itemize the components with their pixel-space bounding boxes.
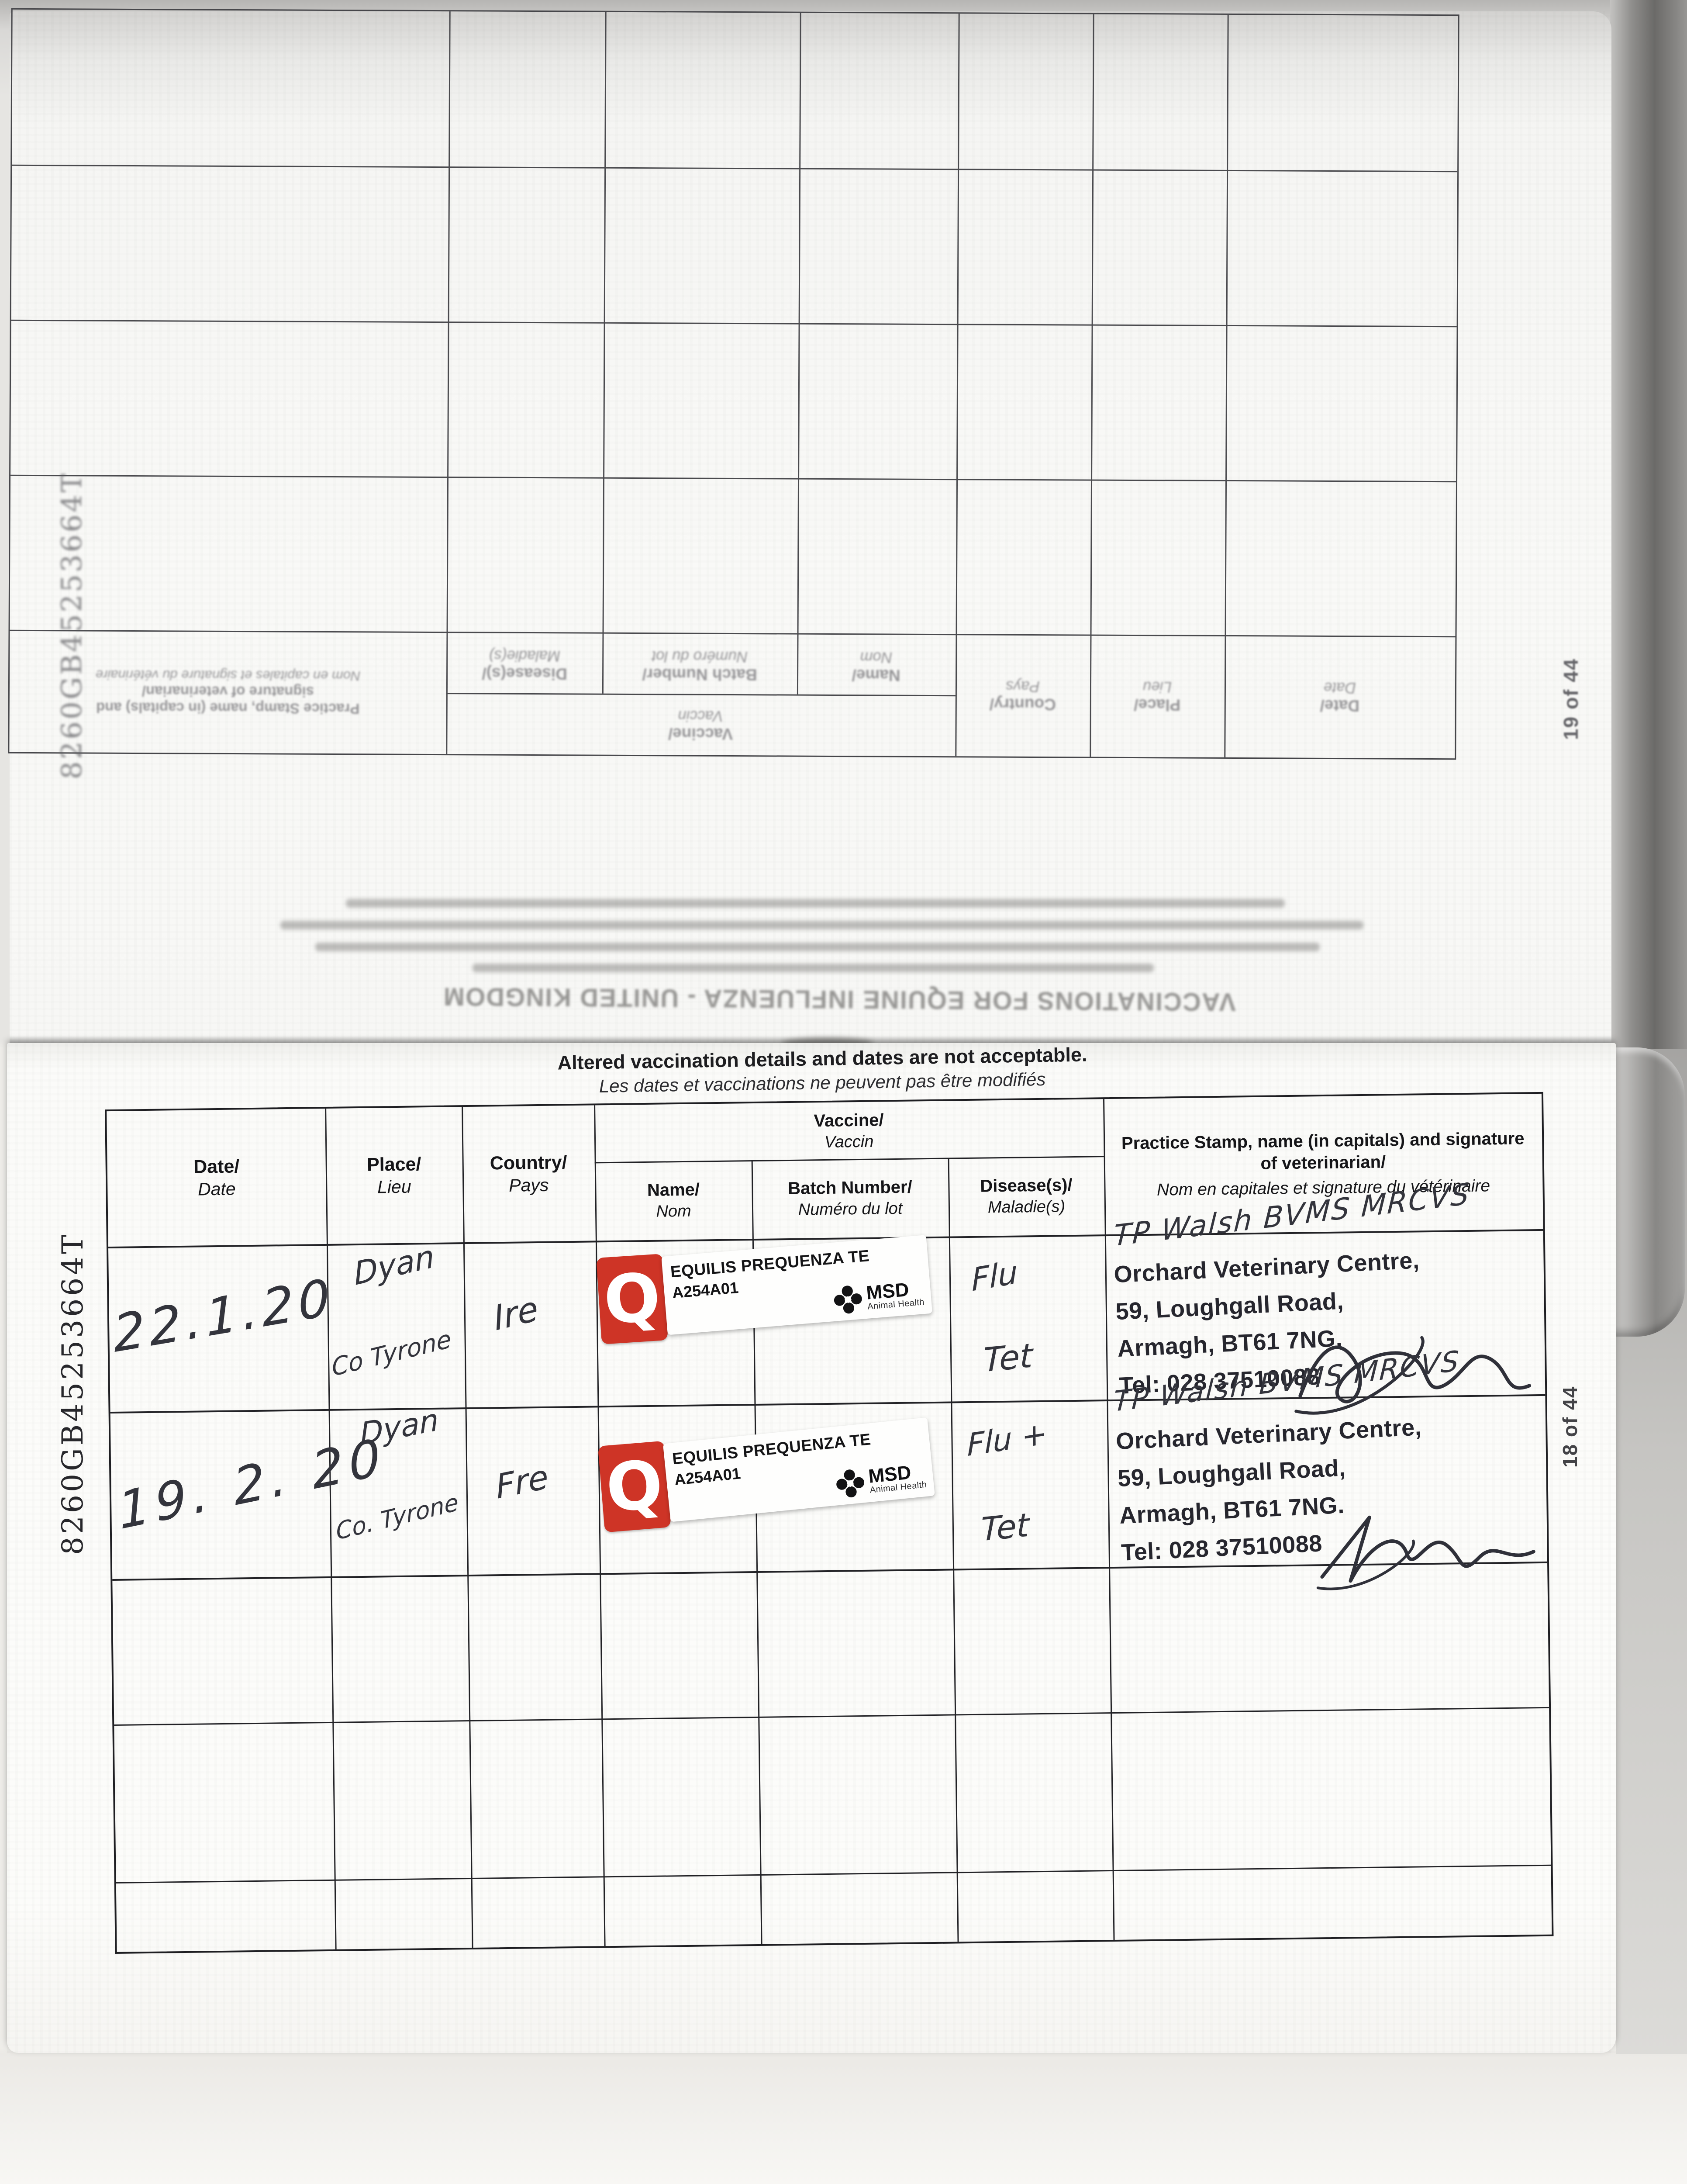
grid-line — [797, 13, 801, 695]
ghost-header-place: Place/ Lieu — [1134, 678, 1181, 714]
row2-place2-handwriting: Co. Tyrone — [335, 1488, 460, 1546]
grid-line — [462, 1107, 473, 1948]
back-page-paper: Practice Stamp, name (in capitals) and s… — [8, 8, 1611, 1045]
ghost-header-date: Date/ Date — [1320, 679, 1360, 715]
msd-clover-icon — [836, 1469, 865, 1498]
row2-signature-scribble — [1316, 1515, 1535, 1590]
msd-animal-health-logo: MSD Animal Health — [832, 1279, 925, 1315]
row1-country-handwriting: Ire — [491, 1289, 541, 1339]
ghost-header-vaccine: Vaccine/ Vaccin — [668, 707, 733, 743]
row1-disease2-handwriting: Tet — [983, 1336, 1033, 1380]
grid-line — [325, 1108, 337, 1949]
vaccination-table: Date/ Date Place/ Lieu Country/ Pays Vac… — [105, 1092, 1554, 1954]
q-logo: Q — [597, 1441, 671, 1533]
msd-clover-icon — [834, 1286, 862, 1314]
ghost-paragraph-line — [346, 899, 1285, 908]
header-date: Date/ Date — [193, 1156, 240, 1199]
header-vaccine: Vaccine/ Vaccin — [814, 1110, 884, 1151]
row1-place-handwriting: Dyan — [352, 1237, 436, 1292]
vaccine-label: EQUILIS PREQUENZA TE A254A01 MSD Animal … — [661, 1235, 933, 1335]
grid-line — [948, 1158, 959, 1942]
header-place: Place/ Lieu — [366, 1154, 421, 1197]
row1-place2-handwriting: Co Tyrone — [330, 1324, 453, 1382]
ghost-header-batch: Batch Number/ Numéro du lot — [642, 648, 757, 684]
ghost-paragraph-line — [280, 921, 1363, 930]
back-page-table-grid: Practice Stamp, name (in capitals) and s… — [8, 8, 1459, 760]
plastic-sleeve-edge-top — [1610, 0, 1687, 1049]
page-number-front: 18 of 44 — [1559, 1386, 1581, 1468]
front-page-paper — [7, 1043, 1616, 2053]
header-batch-number: Batch Number/ Numéro du lot — [787, 1177, 912, 1219]
row1-vaccine-sticker: Q EQUILIS PREQUENZA TE A254A01 MSD Anima… — [596, 1235, 945, 1352]
grid-line — [116, 1864, 1551, 1883]
ghost-header-name: Name/ Nom — [852, 649, 900, 684]
grid-line — [114, 1707, 1549, 1726]
row1-signature-scribble — [1294, 1336, 1532, 1415]
ghost-header-country: Country/ Pays — [989, 677, 1056, 714]
ghost-header-disease: Disease(s)/ Maladie(s) — [482, 647, 567, 683]
row1-date-handwriting: 22.1.20 — [111, 1267, 336, 1365]
header-disease: Disease(s)/ Maladie(s) — [980, 1175, 1073, 1217]
header-name: Name/ Nom — [647, 1180, 700, 1221]
msd-animal-health-logo: MSD Animal Health — [835, 1462, 928, 1499]
page-number-back: 19 of 44 — [1559, 658, 1582, 740]
grid-line — [10, 474, 1456, 483]
header-country: Country/ Pays — [490, 1152, 567, 1196]
vaccine-label: EQUILIS PREQUENZA TE A254A01 MSD Animal … — [662, 1417, 935, 1522]
back-page-title: VACCINATIONS FOR EQUINE INFLUENZA - UNIT… — [442, 982, 1236, 1016]
grid-line — [11, 319, 1457, 328]
grid-line — [12, 164, 1458, 173]
document-code-front: 8260GB45253664T — [56, 1232, 90, 1555]
row2-vaccine-sticker: Q EQUILIS PREQUENZA TE A254A01 MSD Anima… — [597, 1417, 949, 1540]
q-logo: Q — [596, 1254, 668, 1344]
row2-disease2-handwriting: Tet — [981, 1506, 1029, 1549]
ghost-paragraph-line — [473, 964, 1154, 972]
row2-disease1-handwriting: Flu + — [967, 1415, 1047, 1464]
ghost-paragraph-line — [315, 943, 1320, 951]
document-code-back: 8260GB45253664T — [56, 471, 88, 779]
grid-line — [602, 12, 607, 694]
row1-disease1-handwriting: Flu — [971, 1253, 1018, 1299]
row2-country-handwriting: Fre — [494, 1457, 550, 1507]
